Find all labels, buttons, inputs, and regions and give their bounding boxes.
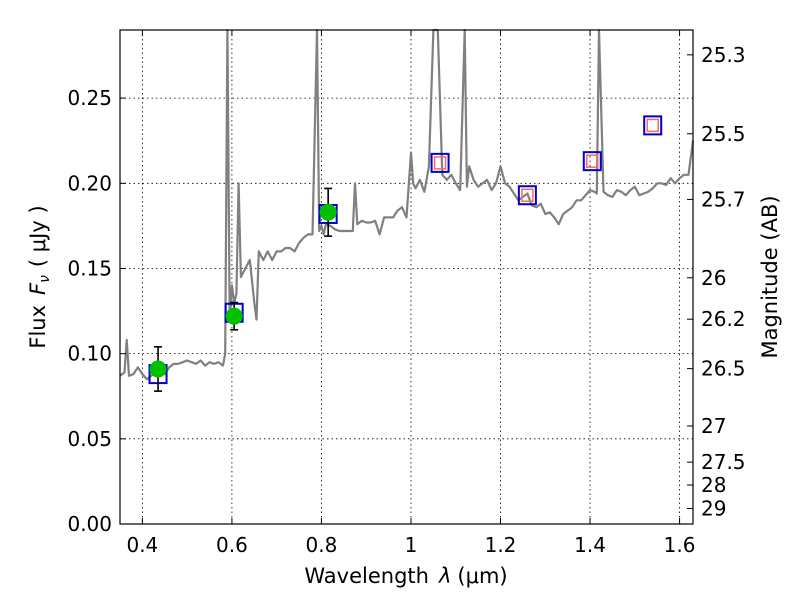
y2-tick-label: 25.3 xyxy=(701,43,746,67)
y2-tick-label: 29 xyxy=(701,496,726,520)
observed-point xyxy=(225,307,243,325)
axes-layer: 0.4 0.6 0.8 1 1.2 1.4 1.6 0.00 0.05 0.10 0.15 0.20 0… xyxy=(67,30,746,557)
y-tick-label: 0.15 xyxy=(67,256,112,280)
model-point-red xyxy=(433,156,447,170)
y-tick-label: 0.00 xyxy=(67,512,112,536)
x-tick-label: 1.4 xyxy=(574,533,606,557)
model-point-red xyxy=(586,154,599,168)
x-tick-label: 1.2 xyxy=(485,533,517,557)
plot-layer xyxy=(119,28,695,392)
model-point-red xyxy=(646,118,659,133)
spectrum-line xyxy=(119,28,695,381)
x-tick-label: 0.4 xyxy=(126,533,158,557)
y-axis-label-subscript: ν xyxy=(37,275,53,283)
y-axis-label-symbol: F xyxy=(26,282,50,295)
y-axis-label-unit: ( μJy ) xyxy=(26,205,50,267)
model-point-blue xyxy=(430,152,450,173)
y2-tick-label: 25.5 xyxy=(701,122,746,146)
y2-tick-label: 28 xyxy=(701,473,726,497)
y2-tick-label: 25.7 xyxy=(701,187,746,211)
y-tick-label: 0.05 xyxy=(67,427,112,451)
y2-axis-label: Magnitude (AB) xyxy=(758,195,782,358)
x-tick-label: 1 xyxy=(405,533,418,557)
y2-tick-label: 27 xyxy=(701,414,726,438)
observed-point xyxy=(149,360,167,378)
y-tick-label: 0.25 xyxy=(67,86,112,110)
x-axis-label: Wavelength λ (μm) xyxy=(304,564,507,588)
y-tick-label: 0.10 xyxy=(67,342,112,366)
y-axis-label: Flux Fν ( μJy ) xyxy=(26,205,53,348)
observed-point xyxy=(319,203,337,221)
y2-tick-label: 26 xyxy=(701,266,726,290)
x-tick-label: 1.6 xyxy=(664,533,696,557)
y-axis-label-prefix: Flux xyxy=(26,305,50,349)
x-axis-label-prefix: Wavelength xyxy=(304,564,429,588)
y2-tick-label: 27.5 xyxy=(701,450,746,474)
y2-tick-label: 26.2 xyxy=(701,307,746,331)
grid-layer xyxy=(120,30,693,525)
x-tick-label: 0.6 xyxy=(216,533,248,557)
y2-tick-label: 26.5 xyxy=(701,357,746,381)
x-tick-label: 0.8 xyxy=(306,533,338,557)
model-point-blue xyxy=(582,151,602,172)
x-axis-label-symbol: λ xyxy=(438,564,451,588)
x-axis-label-unit: (μm) xyxy=(457,564,507,588)
model-point-blue xyxy=(517,185,537,206)
plot-frame xyxy=(119,29,694,525)
model-point-blue xyxy=(643,115,663,136)
model-point-red xyxy=(521,188,534,202)
y-tick-label: 0.20 xyxy=(67,171,112,195)
